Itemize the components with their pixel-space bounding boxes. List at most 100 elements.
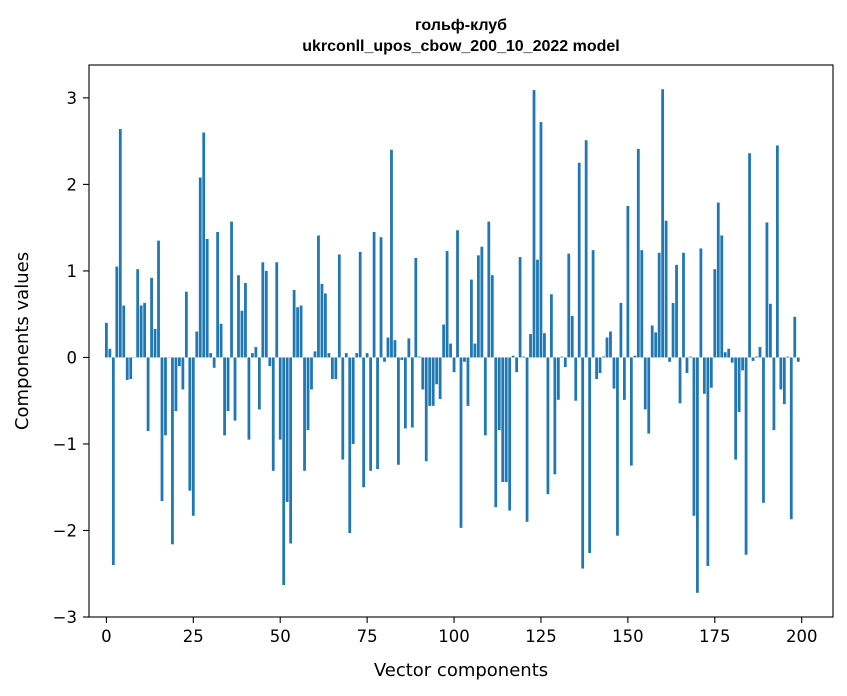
bar — [706, 357, 710, 566]
bar — [702, 357, 706, 394]
bar — [741, 357, 744, 371]
bar — [546, 357, 550, 495]
bar — [602, 356, 605, 358]
bar — [487, 221, 491, 358]
bar — [139, 305, 143, 358]
bar — [410, 357, 414, 428]
bar — [362, 357, 366, 488]
bar — [584, 140, 588, 358]
bar — [553, 357, 557, 475]
bar — [692, 357, 696, 516]
bar — [508, 357, 512, 511]
bar — [668, 357, 671, 362]
bar — [198, 177, 202, 358]
bar — [588, 357, 592, 553]
bar — [574, 357, 578, 401]
bar — [609, 331, 612, 358]
bar — [504, 357, 508, 483]
bar — [689, 356, 692, 358]
bar — [202, 132, 206, 358]
bar — [306, 357, 310, 431]
chart-subtitle: ukrconll_upos_cbow_200_10_2022 model — [302, 38, 619, 55]
bar — [157, 240, 160, 358]
x-tick-label: 0 — [101, 627, 112, 646]
bar — [563, 357, 567, 367]
bar — [636, 148, 640, 358]
bar — [744, 357, 748, 555]
x-tick-label: 25 — [183, 627, 204, 646]
bar — [171, 357, 174, 545]
bar — [369, 357, 372, 471]
bar — [518, 257, 522, 358]
bar-series — [104, 89, 800, 593]
bar — [178, 357, 181, 367]
bar — [195, 331, 199, 358]
y-axis: −3 −2 −1 0 1 2 3 — [53, 89, 89, 627]
x-tick-label: 150 — [612, 627, 644, 646]
bar — [640, 250, 644, 358]
bar — [716, 202, 720, 358]
bar — [539, 122, 543, 358]
bar — [237, 275, 240, 358]
bar — [334, 357, 338, 380]
x-tick-label: 200 — [786, 627, 818, 646]
bar — [550, 294, 553, 358]
bar — [285, 357, 289, 502]
bar — [393, 340, 397, 358]
bar — [230, 221, 233, 358]
bar — [532, 90, 536, 358]
y-axis-label: Components values — [12, 252, 33, 430]
bar — [313, 351, 317, 358]
bar — [786, 356, 790, 358]
bar — [727, 348, 731, 358]
bar — [351, 357, 355, 444]
bar — [626, 206, 630, 358]
bar — [414, 257, 418, 358]
bar — [567, 253, 571, 358]
bar — [324, 293, 327, 358]
bar — [758, 347, 762, 358]
x-tick-label: 75 — [357, 627, 378, 646]
bar — [772, 357, 776, 431]
bar — [164, 357, 167, 436]
bar — [212, 357, 216, 368]
bar — [501, 357, 505, 483]
bar — [330, 357, 334, 380]
bar — [470, 279, 473, 358]
bar — [598, 357, 602, 374]
bar — [751, 357, 755, 361]
bar — [317, 235, 320, 358]
y-tick-label: −2 — [53, 521, 77, 540]
bar — [525, 357, 529, 522]
bar — [762, 357, 765, 503]
bar — [136, 269, 140, 358]
bar — [289, 357, 293, 544]
bar — [696, 357, 699, 593]
bar — [483, 357, 487, 436]
bar — [282, 357, 286, 585]
bar — [216, 231, 220, 358]
bar — [355, 353, 359, 358]
bar — [348, 357, 352, 534]
x-tick-label: 125 — [525, 627, 557, 646]
bar — [765, 222, 769, 358]
bar — [125, 357, 129, 380]
bar — [344, 353, 348, 358]
y-tick-label: 2 — [67, 175, 78, 194]
bar — [153, 328, 157, 358]
bar — [595, 357, 598, 380]
bar — [240, 310, 244, 358]
bar — [713, 269, 717, 358]
bar — [376, 357, 379, 470]
bar — [383, 357, 386, 362]
bar — [188, 357, 192, 491]
y-tick-label: 0 — [67, 348, 78, 367]
bar — [115, 266, 119, 358]
bar — [577, 162, 581, 358]
plot-frame — [88, 64, 834, 618]
bar — [209, 353, 213, 358]
bar — [299, 305, 303, 358]
bar — [386, 337, 390, 358]
bar — [104, 322, 108, 358]
